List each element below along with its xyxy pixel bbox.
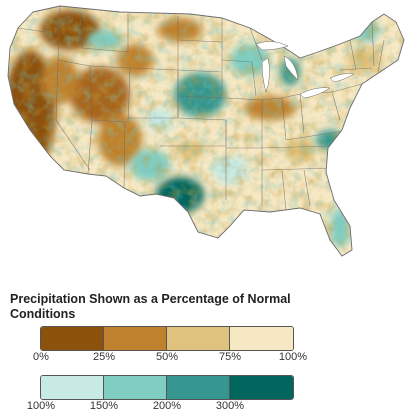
above-normal-tick-label: 100%	[26, 400, 56, 412]
state-borders	[17, 6, 385, 211]
below-normal-tick-label: 25%	[92, 351, 116, 363]
below-normal-swatch-2	[167, 327, 230, 350]
above-normal-tick-label: 150%	[89, 400, 119, 412]
us-map-svg	[7, 5, 405, 257]
above-normal-swatch-1	[104, 376, 167, 399]
above-normal-swatch-3	[230, 376, 293, 399]
precipitation-map	[7, 5, 405, 257]
legend-title: Precipitation Shown as a Percentage of N…	[10, 292, 291, 321]
below-normal-swatch-0	[41, 327, 104, 350]
above-normal-swatch-2	[167, 376, 230, 399]
above-normal-swatch-0	[41, 376, 104, 399]
map-fill-layer	[8, 6, 404, 256]
legend-below-normal-bar	[40, 326, 294, 351]
below-normal-tick-label: 50%	[155, 351, 179, 363]
legend-above-normal-bar	[40, 375, 294, 400]
above-normal-tick-label: 300%	[215, 400, 245, 412]
above-normal-tick-label: 200%	[152, 400, 182, 412]
great-lakes	[255, 41, 355, 99]
below-normal-tick-label: 75%	[218, 351, 242, 363]
below-normal-swatch-3	[230, 327, 293, 350]
below-normal-tick-label: 0%	[33, 351, 49, 363]
below-normal-swatch-1	[104, 327, 167, 350]
below-normal-tick-label: 100%	[278, 351, 308, 363]
